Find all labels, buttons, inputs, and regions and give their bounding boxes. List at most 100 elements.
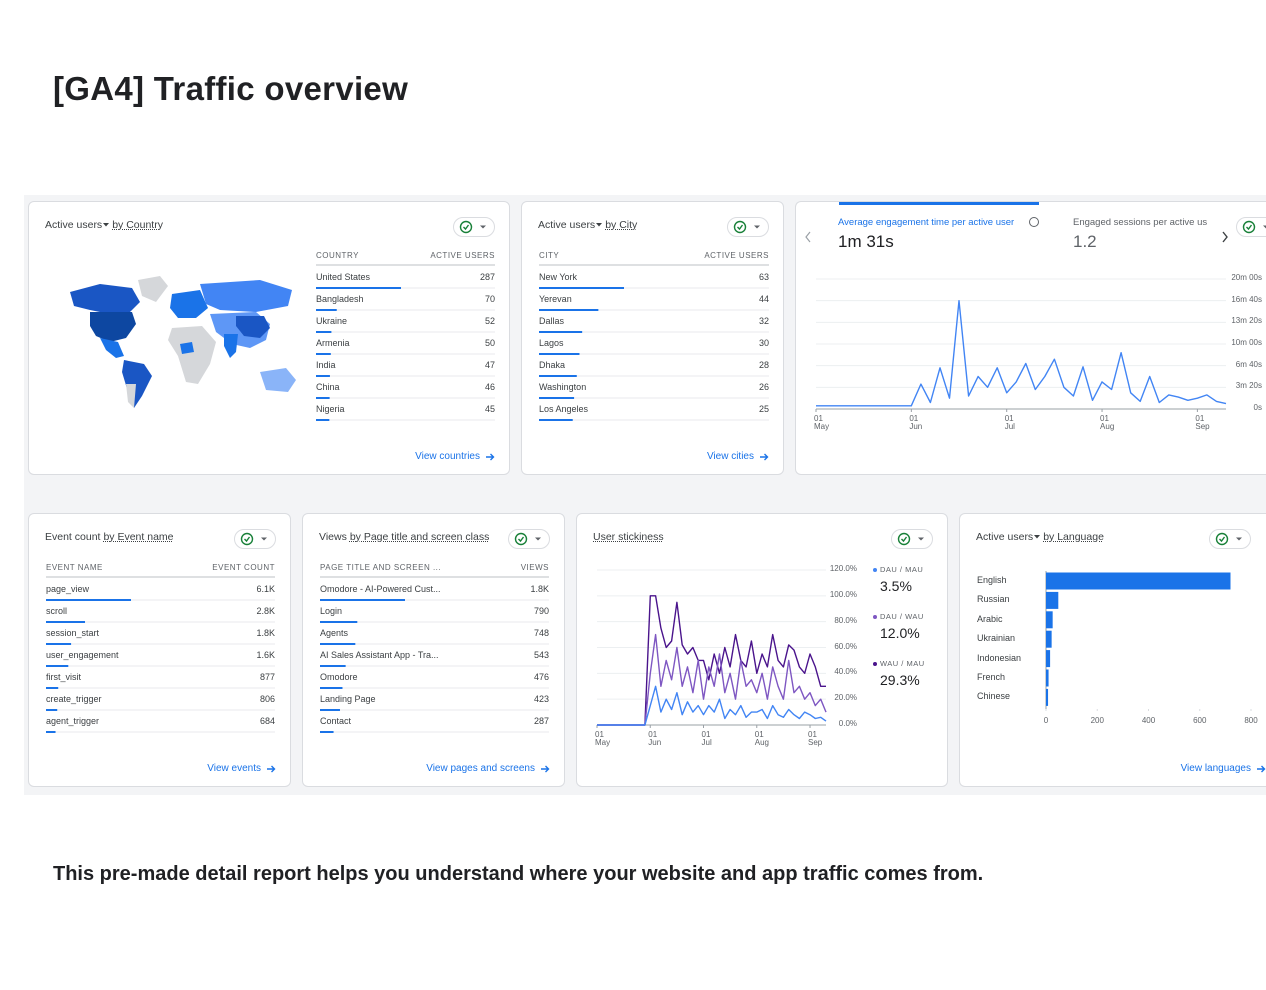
map-greenland — [138, 276, 168, 302]
filter-chip[interactable] — [891, 529, 933, 549]
row-label: Login — [320, 606, 343, 616]
filter-chip[interactable] — [453, 217, 495, 237]
caret — [1034, 535, 1041, 539]
filter-chip[interactable] — [1209, 529, 1251, 549]
y-tick-label: 10m 00s — [1231, 338, 1262, 347]
row-value: 70 — [484, 294, 495, 304]
series-line — [816, 300, 1227, 407]
bar — [1046, 591, 1059, 609]
row-bar — [320, 599, 405, 601]
row-label: Dhaka — [539, 360, 566, 370]
chip-caret — [535, 537, 541, 541]
row-value: 2.8K — [256, 606, 275, 616]
y-tick-label: 13m 20s — [1231, 316, 1262, 326]
map-canada — [70, 284, 140, 314]
metric-value: 1.2 — [1073, 232, 1097, 251]
row-bar — [539, 397, 575, 399]
category-label: Arabic — [977, 613, 1003, 624]
link-arrow[interactable] — [485, 452, 495, 462]
row-value: 287 — [533, 716, 549, 726]
view-link[interactable]: View pages and screens — [426, 763, 535, 774]
row-value: 806 — [259, 694, 275, 704]
y-tick-label: 120.0% — [829, 564, 857, 573]
map-russia — [200, 280, 292, 312]
engagement-card: Average engagement time per active user 1… — [795, 201, 1266, 475]
chip-caret — [1263, 225, 1266, 229]
row-label: Bangladesh — [316, 294, 364, 304]
link-arrow[interactable] — [1256, 764, 1266, 774]
title-metric: Event count — [45, 531, 101, 543]
x-tick-label: 01 Jun — [909, 414, 923, 431]
y-tick-label: 100.0% — [829, 589, 857, 599]
prev-arrow — [805, 231, 811, 243]
arrow — [267, 765, 276, 772]
x-tick-label: 01 Sep — [1195, 414, 1210, 431]
row-label: New York — [539, 272, 578, 282]
x-tick-label: 01 Aug — [754, 730, 769, 747]
column-header: CITY — [539, 251, 560, 260]
legend-total: 12.0% — [880, 625, 920, 641]
row-label: page_view — [46, 584, 90, 594]
view-link[interactable]: View languages — [1180, 763, 1251, 774]
arrow — [486, 453, 495, 460]
map-europe — [170, 290, 208, 318]
x-tick-label: 600 — [1193, 716, 1207, 725]
x-tick-label: 200 — [1090, 716, 1104, 725]
metric-caret — [596, 223, 603, 227]
check-mark — [244, 536, 251, 543]
filter-chip[interactable] — [234, 529, 276, 549]
view-link-row[interactable]: View pages and screens — [426, 763, 550, 774]
row-label: session_start — [46, 628, 100, 638]
link-arrow[interactable] — [540, 764, 550, 774]
event-card: Event count by Event name EVENT NAME EVENT … — [28, 513, 291, 787]
row-bar — [320, 731, 334, 733]
bar — [1046, 669, 1049, 687]
y-tick-label: 40.0% — [834, 667, 857, 677]
y-tick-label: 60.0% — [834, 641, 857, 651]
x-tick-label: 01 Aug — [1100, 414, 1115, 431]
x-tick-label: 01 May — [814, 414, 830, 431]
row-bar — [46, 621, 86, 623]
view-link[interactable]: View events — [207, 763, 261, 774]
series-line — [597, 595, 826, 726]
page-title: [GA4] Traffic overview — [53, 70, 409, 107]
x-tick-label: 0 — [1043, 716, 1049, 725]
card-graphics — [320, 576, 549, 733]
chip-outline — [1236, 217, 1266, 237]
link-arrow[interactable] — [759, 452, 769, 462]
metric-caret — [1034, 535, 1041, 539]
filter-chip[interactable] — [508, 529, 550, 549]
check-mark — [463, 224, 470, 231]
filter-chip[interactable] — [1236, 217, 1266, 237]
card-graphics — [805, 202, 1228, 412]
y-tick-label: 80.0% — [834, 615, 857, 625]
link-arrow[interactable] — [266, 764, 276, 774]
view-link-row[interactable]: View cities — [707, 451, 769, 462]
row-label: Agents — [320, 628, 349, 638]
category-label: Ukrainian — [977, 633, 1016, 644]
row-value: 748 — [533, 628, 549, 638]
row-value: 45 — [484, 404, 495, 414]
view-link-row[interactable]: View countries — [415, 451, 495, 462]
bar — [1046, 572, 1231, 590]
row-label: Nigeria — [316, 404, 345, 414]
chip-caret — [918, 537, 924, 541]
arrow — [1257, 765, 1266, 772]
view-link[interactable]: View cities — [706, 451, 754, 462]
card-title: Active users by City — [538, 219, 637, 231]
map-nigeria — [180, 342, 194, 354]
card-graphics — [596, 568, 877, 728]
legend-dot — [873, 662, 877, 666]
view-link-row[interactable]: View events — [207, 763, 276, 774]
view-link[interactable]: View countries — [415, 451, 480, 462]
title-dimension: by City — [605, 219, 638, 231]
check-circle — [1242, 220, 1256, 234]
view-link-row[interactable]: View languages — [1181, 763, 1266, 774]
check-mark — [518, 536, 525, 543]
metric-value: 1m 31s — [838, 232, 894, 251]
row-bar — [539, 309, 599, 311]
title-metric: Active users — [976, 531, 1034, 543]
check-mark — [901, 536, 908, 543]
card-title: User stickiness — [593, 531, 664, 543]
filter-chip[interactable] — [727, 217, 769, 237]
